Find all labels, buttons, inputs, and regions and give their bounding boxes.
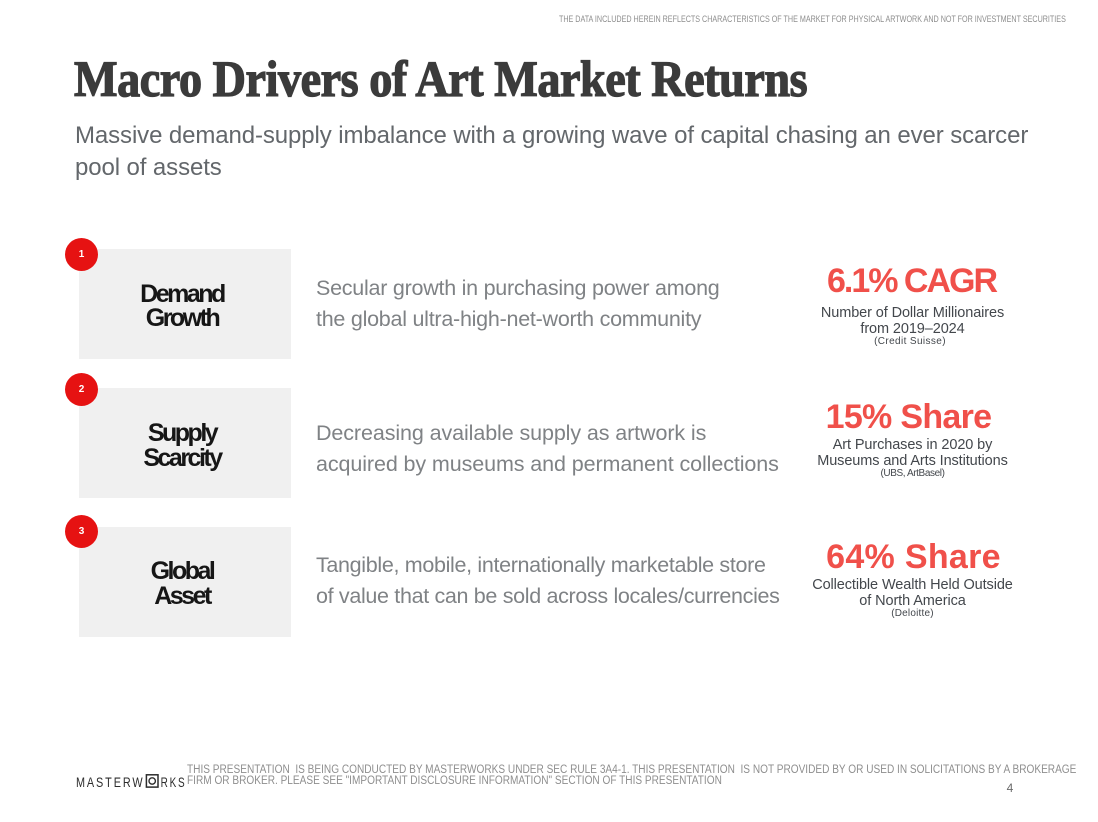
svg-text:MASTERW: MASTERW (76, 775, 145, 790)
svg-text:RKS: RKS (161, 775, 187, 790)
